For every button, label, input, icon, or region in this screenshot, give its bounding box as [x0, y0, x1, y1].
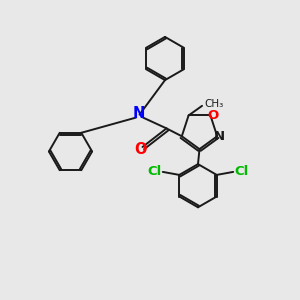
Text: Cl: Cl: [235, 165, 249, 178]
Text: Cl: Cl: [147, 165, 161, 178]
Text: N: N: [133, 106, 145, 121]
Text: O: O: [134, 142, 146, 158]
Text: CH₃: CH₃: [205, 99, 224, 110]
Text: O: O: [207, 109, 218, 122]
Text: N: N: [214, 130, 225, 143]
